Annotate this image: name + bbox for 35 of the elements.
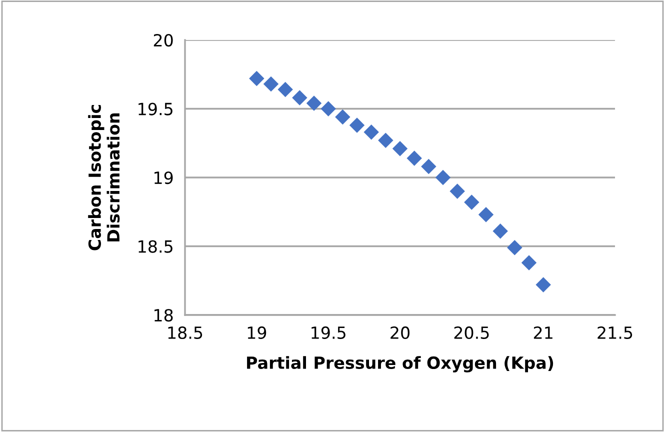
point (392, 141, 408, 156)
point (507, 240, 522, 256)
y-tick-label: 19 (154, 171, 173, 184)
x-tick-label: 19 (248, 326, 266, 340)
y-axis-title: Carbon Isotopic Discrimnation (88, 104, 120, 250)
x-tick-label: 21.5 (598, 326, 632, 340)
y-tick-label: 18.5 (138, 240, 172, 253)
point (536, 277, 551, 292)
point (263, 76, 279, 92)
x-tick-label: 20.5 (454, 326, 489, 340)
point (292, 90, 308, 106)
point (278, 82, 293, 98)
x-tick-label: 19.5 (312, 326, 346, 340)
point (521, 255, 537, 270)
x-tick-label: 21 (534, 326, 552, 339)
point (378, 132, 394, 148)
point (421, 158, 436, 174)
x-axis-title: Partial Pressure of Oxygen (Kpa) (247, 356, 554, 372)
point (335, 109, 350, 125)
x-tick-label: 20 (390, 326, 410, 340)
point (492, 224, 508, 239)
y-tick-label: 20 (154, 34, 173, 47)
point (478, 207, 494, 222)
x-tick-label: 18.5 (168, 326, 202, 340)
point (306, 96, 322, 111)
y-tick-label: 19.5 (138, 102, 172, 116)
point (450, 184, 465, 199)
point (249, 70, 264, 86)
point (406, 150, 422, 166)
y-tick-label: 18 (154, 308, 173, 322)
point (364, 124, 379, 140)
point (349, 118, 365, 133)
point (464, 194, 480, 210)
point (435, 170, 451, 186)
point (320, 101, 336, 116)
